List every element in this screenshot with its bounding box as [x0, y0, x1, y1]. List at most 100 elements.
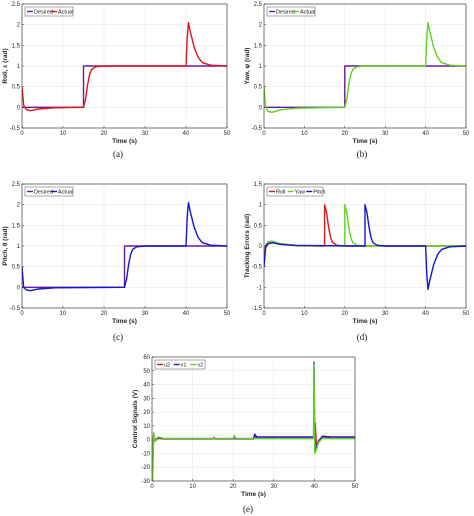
y-tick-label: 1.5: [254, 43, 263, 49]
y-tick-label: 40: [143, 383, 150, 389]
x-axis-label: Time (s): [241, 491, 266, 498]
y-tick-label: 1: [259, 203, 263, 209]
legend-label-desired: Desired: [34, 10, 53, 16]
legend-label-desired: Desired: [276, 10, 295, 16]
y-tick-label: 0: [259, 105, 263, 111]
y-tick-label: 0: [259, 244, 263, 250]
legend-label-v2: v2: [197, 363, 203, 369]
y-tick-label: 2.5: [12, 2, 21, 8]
series-line-actual: [22, 201, 227, 292]
y-tick-label: -20: [141, 465, 150, 471]
y-tick-label: 10: [143, 424, 150, 430]
x-tick-label: 40: [422, 311, 429, 317]
legend-label-actual: Actual: [58, 190, 73, 196]
legend-box: [266, 186, 324, 197]
y-tick-label: 1.5: [12, 223, 21, 229]
chart-panel-5: 0 10 20 30 40 50 -30 -20 -10 0 10 20 30 40 50 60 u2 v1 v2 T…: [132, 355, 359, 514]
y-tick-label: 2: [17, 23, 21, 29]
y-tick-label: 2.5: [254, 2, 263, 8]
x-tick-label: 10: [301, 311, 308, 317]
axes-frame: [263, 3, 467, 129]
y-tick-label: 0: [17, 285, 21, 291]
y-tick-label: -30: [141, 479, 150, 485]
x-tick-label: 30: [142, 131, 149, 137]
y-tick-label: -0.5: [10, 306, 21, 312]
series-line-actual: [264, 21, 466, 113]
x-tick-label: 20: [230, 484, 237, 490]
x-tick-label: 40: [311, 484, 318, 490]
x-tick-label: 20: [341, 311, 348, 317]
chart-panel-4: 0 10 20 30 40 50 -1.5 -1 -0.5 0 0.5 1 1.5 Roll Yaw Pitc…: [244, 182, 470, 342]
axes-frame: [21, 3, 228, 129]
axes-frame: [263, 183, 467, 309]
x-tick-label: 30: [382, 131, 389, 137]
legend-label-yaw: Yaw: [295, 190, 305, 196]
plot-area: [152, 357, 355, 481]
y-tick-label: 2: [259, 23, 263, 29]
x-tick-label: 0: [20, 311, 24, 317]
x-axis-label: Time (s): [353, 138, 378, 145]
legend-label-desired: Desired: [34, 190, 53, 196]
x-tick-label: 50: [463, 311, 470, 317]
y-tick-label: 60: [143, 355, 150, 361]
panel-caption: (a): [113, 149, 123, 159]
y-tick-label: 1: [259, 64, 263, 70]
x-tick-label: 50: [224, 311, 231, 317]
legend-label-roll: Roll: [276, 190, 285, 196]
y-tick-label: 0: [17, 105, 21, 111]
axes-frame: [151, 356, 356, 482]
y-tick-label: -1: [257, 285, 263, 291]
x-tick-label: 10: [60, 131, 67, 137]
panel-caption: (b): [357, 149, 368, 159]
legend-label-actual: Actual: [300, 10, 315, 16]
panel-caption: (d): [357, 332, 368, 342]
x-tick-label: 40: [183, 311, 190, 317]
series-line-actual: [22, 21, 227, 112]
y-axis-label: Pitch, θ (rad): [2, 226, 9, 265]
x-tick-label: 10: [60, 311, 67, 317]
x-tick-label: 0: [262, 311, 266, 317]
x-tick-label: 0: [20, 131, 24, 137]
y-tick-label: 2: [17, 203, 21, 209]
y-tick-label: 0.5: [254, 85, 263, 91]
x-tick-label: 40: [183, 131, 190, 137]
y-tick-label: 1: [17, 64, 21, 70]
x-axis-label: Time (s): [112, 318, 137, 325]
legend: u2 v1 v2: [154, 359, 206, 370]
x-tick-label: 10: [301, 131, 308, 137]
legend-box: [24, 6, 74, 17]
x-tick-label: 30: [142, 311, 149, 317]
y-tick-label: 50: [143, 369, 150, 375]
x-axis-label: Time (s): [112, 138, 137, 145]
legend-label-u2: u2: [164, 363, 170, 369]
x-tick-label: 50: [224, 131, 231, 137]
legend-box: [24, 186, 74, 197]
legend-label-actual: Actual: [58, 10, 73, 16]
y-tick-label: 0.5: [12, 265, 21, 271]
legend: Roll Yaw Pitch: [266, 186, 326, 197]
legend-label-v1: v1: [181, 363, 187, 369]
y-tick-label: 0.5: [254, 223, 263, 229]
y-tick-label: 0: [147, 438, 151, 444]
x-tick-label: 0: [150, 484, 154, 490]
y-tick-label: 1: [17, 244, 21, 250]
y-tick-label: 2.5: [12, 182, 21, 188]
legend-label-pitch: Pitch: [313, 190, 325, 196]
y-axis-label: Yaw, φ (rad): [244, 48, 251, 85]
y-axis-label: Control Signals (V): [132, 390, 139, 449]
axes-frame: [21, 183, 228, 309]
x-tick-label: 50: [352, 484, 359, 490]
x-tick-label: 10: [189, 484, 196, 490]
legend: Desired Actual: [24, 6, 74, 17]
y-tick-label: -0.5: [252, 126, 263, 132]
y-axis-label: Tracking Errors (rad): [244, 214, 251, 278]
y-tick-label: -10: [141, 451, 150, 457]
panel-caption: (c): [113, 332, 123, 342]
x-tick-label: 30: [382, 311, 389, 317]
panel-caption: (e): [243, 504, 253, 514]
series-line-yaw: [264, 203, 466, 267]
